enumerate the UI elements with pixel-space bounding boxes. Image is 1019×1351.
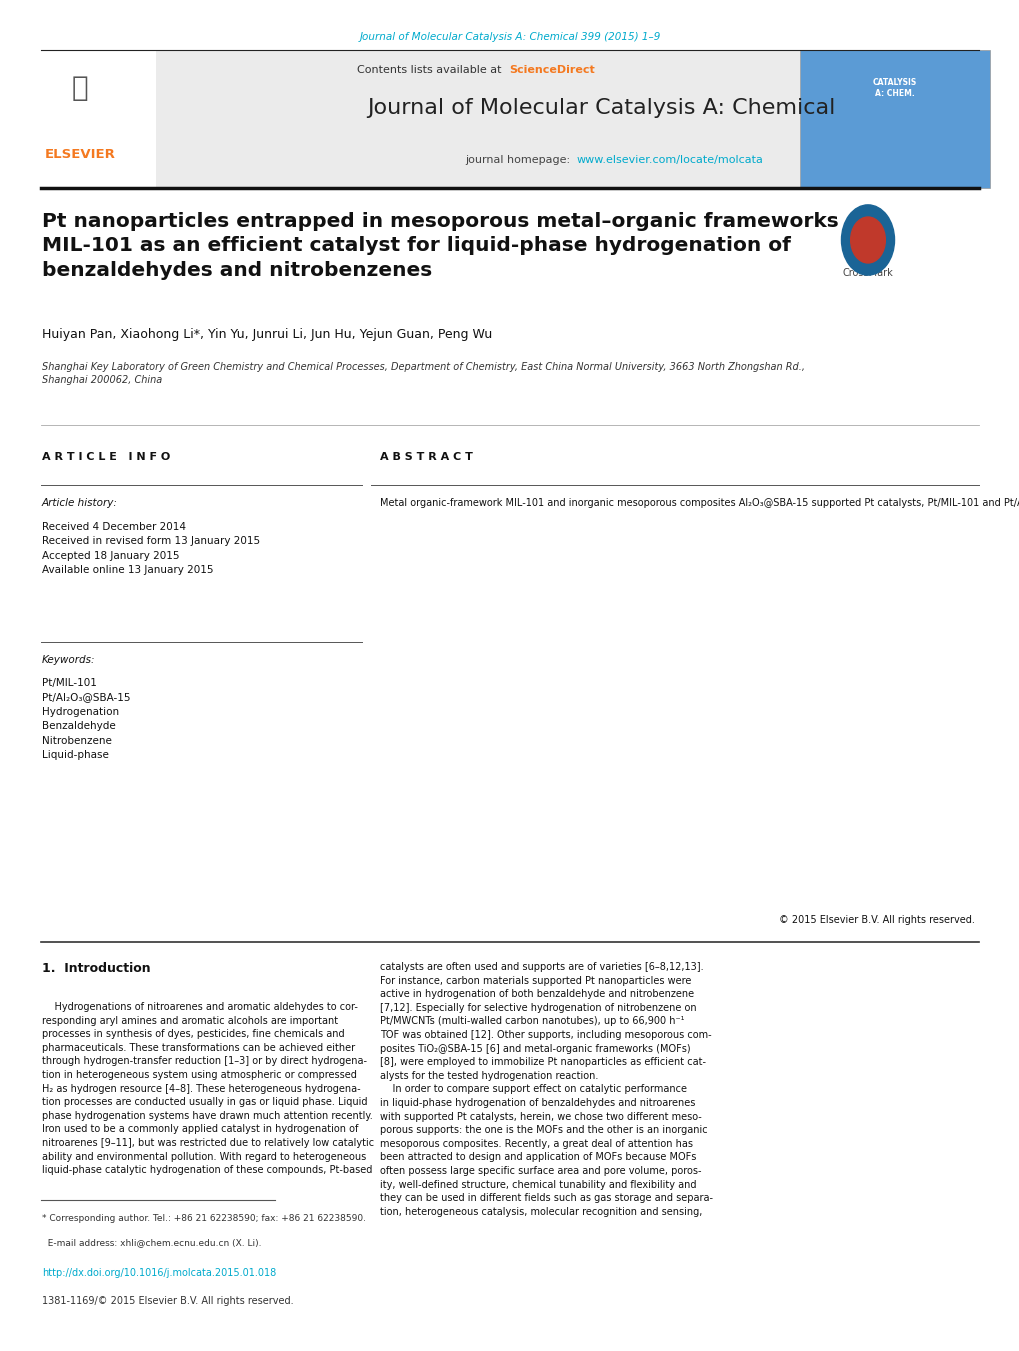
Text: 1381-1169/© 2015 Elsevier B.V. All rights reserved.: 1381-1169/© 2015 Elsevier B.V. All right… xyxy=(42,1296,293,1306)
Text: Shanghai Key Laboratory of Green Chemistry and Chemical Processes, Department of: Shanghai Key Laboratory of Green Chemist… xyxy=(42,362,804,385)
Text: ELSEVIER: ELSEVIER xyxy=(45,149,115,162)
Text: CATALYSIS
A: CHEM.: CATALYSIS A: CHEM. xyxy=(872,77,916,99)
Text: ScienceDirect: ScienceDirect xyxy=(508,65,594,76)
Text: Received 4 December 2014
Received in revised form 13 January 2015
Accepted 18 Ja: Received 4 December 2014 Received in rev… xyxy=(42,521,260,576)
Text: Pt/MIL-101
Pt/Al₂O₃@SBA-15
Hydrogenation
Benzaldehyde
Nitrobenzene
Liquid-phase: Pt/MIL-101 Pt/Al₂O₃@SBA-15 Hydrogenation… xyxy=(42,678,130,761)
Text: E-mail address: xhli@chem.ecnu.edu.cn (X. Li).: E-mail address: xhli@chem.ecnu.edu.cn (X… xyxy=(42,1238,261,1247)
Circle shape xyxy=(841,205,894,276)
Text: Metal organic-framework MIL-101 and inorganic mesoporous composites Al₂O₃@SBA-15: Metal organic-framework MIL-101 and inor… xyxy=(380,499,1019,508)
Text: CrossMark: CrossMark xyxy=(842,267,893,278)
Text: Hydrogenations of nitroarenes and aromatic aldehydes to cor-
responding aryl ami: Hydrogenations of nitroarenes and aromat… xyxy=(42,1002,374,1175)
Text: http://dx.doi.org/10.1016/j.molcata.2015.01.018: http://dx.doi.org/10.1016/j.molcata.2015… xyxy=(42,1269,276,1278)
Text: Journal of Molecular Catalysis A: Chemical 399 (2015) 1–9: Journal of Molecular Catalysis A: Chemic… xyxy=(359,32,660,42)
Text: Huiyan Pan, Xiaohong Li*, Yin Yu, Junrui Li, Jun Hu, Yejun Guan, Peng Wu: Huiyan Pan, Xiaohong Li*, Yin Yu, Junrui… xyxy=(42,328,492,340)
FancyBboxPatch shape xyxy=(799,50,989,188)
Text: 🌲: 🌲 xyxy=(71,74,89,101)
FancyBboxPatch shape xyxy=(50,50,799,188)
Text: A B S T R A C T: A B S T R A C T xyxy=(380,453,473,462)
Text: * Corresponding author. Tel.: +86 21 62238590; fax: +86 21 62238590.: * Corresponding author. Tel.: +86 21 622… xyxy=(42,1215,366,1223)
Text: A R T I C L E   I N F O: A R T I C L E I N F O xyxy=(42,453,170,462)
Text: 1.  Introduction: 1. Introduction xyxy=(42,962,151,975)
Text: Pt nanoparticles entrapped in mesoporous metal–organic frameworks
MIL-101 as an : Pt nanoparticles entrapped in mesoporous… xyxy=(42,212,838,280)
Text: Article history:: Article history: xyxy=(42,499,118,508)
Text: Keywords:: Keywords: xyxy=(42,655,96,665)
Text: journal homepage:: journal homepage: xyxy=(466,155,574,165)
Text: catalysts are often used and supports are of varieties [6–8,12,13].
For instance: catalysts are often used and supports ar… xyxy=(380,962,712,1217)
Text: Contents lists available at: Contents lists available at xyxy=(357,65,504,76)
FancyBboxPatch shape xyxy=(4,50,156,188)
Text: Journal of Molecular Catalysis A: Chemical: Journal of Molecular Catalysis A: Chemic… xyxy=(367,99,836,118)
Text: www.elsevier.com/locate/molcata: www.elsevier.com/locate/molcata xyxy=(576,155,762,165)
Text: © 2015 Elsevier B.V. All rights reserved.: © 2015 Elsevier B.V. All rights reserved… xyxy=(779,915,974,925)
Circle shape xyxy=(850,218,884,263)
